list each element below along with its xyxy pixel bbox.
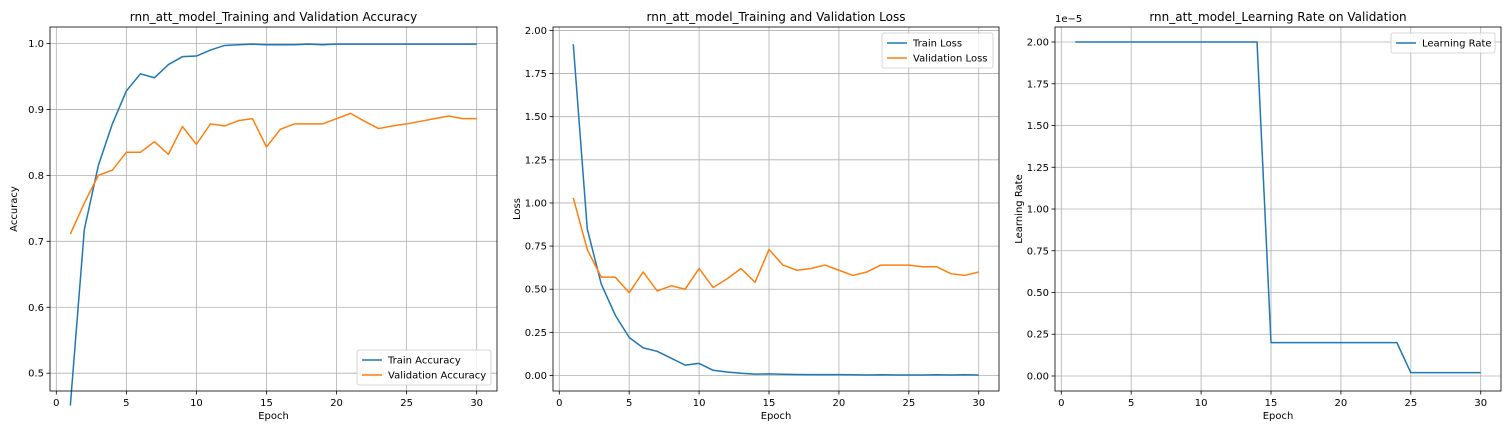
axes-frame [552,26,1000,392]
legend-label: Validation Accuracy [388,371,486,382]
x-tick-label: 20 [833,398,846,409]
x-tick-label: 15 [1265,398,1278,409]
chart-title: rnn_att_model_Training and Validation Ac… [130,10,417,24]
legend-box [881,32,994,69]
y-tick-label: 0.00 [525,371,547,382]
series-line-train-loss [572,44,979,376]
x-tick-label: 25 [400,398,413,409]
legend-label: Train Accuracy [387,356,461,367]
legend: Train Loss Validation Loss [881,32,994,69]
x-tick-label: 15 [260,398,273,409]
y-tick-label: 0.6 [28,303,44,314]
y-axis-label: Loss [512,198,523,220]
y-tick-label: 1.50 [525,112,547,123]
series-line-train-accuracy [69,43,477,406]
x-tick-label: 0 [53,398,59,409]
x-tick-label: 10 [1195,398,1208,409]
x-tick-label: 25 [1404,398,1417,409]
chart-title: rnn_att_model_Learning Rate on Validatio… [1149,10,1406,24]
series-line-learning-rate [1075,41,1481,374]
y-tick-label: 1.75 [525,69,547,80]
legend-box [356,349,492,386]
y-tick-label: 0.7 [28,237,44,248]
x-tick-label: 10 [693,398,706,409]
y-offset-label: 1e−5 [1055,14,1082,25]
legend-box [1390,32,1496,54]
axes-frame [49,26,498,392]
plot-area [553,27,999,391]
x-tick-label: 5 [626,398,632,409]
x-tick-label: 30 [470,398,483,409]
series-line-validation-accuracy [69,112,477,235]
legend: Train Accuracy Validation Accuracy [356,349,492,386]
y-tick-label: 1.00 [1027,205,1049,216]
x-tick-label: 25 [902,398,915,409]
y-tick-label: 0.9 [28,105,44,116]
x-axis-label: Epoch [1263,411,1294,422]
x-tick-label: 0 [556,398,562,409]
series-line-validation-loss [572,197,979,294]
x-tick-label: 30 [972,398,985,409]
y-tick-label: 0.25 [1027,330,1049,341]
x-axis-label: Epoch [761,411,792,422]
x-tick-label: 0 [1058,398,1064,409]
legend-label: Validation Loss [913,54,988,65]
y-axis-label: Accuracy [9,186,20,232]
y-tick-label: 1.25 [1027,163,1049,174]
x-tick-label: 20 [330,398,343,409]
x-tick-label: 5 [1128,398,1134,409]
y-tick-label: 0.50 [1027,288,1049,299]
y-tick-label: 0.25 [525,328,547,339]
chart-title: rnn_att_model_Training and Validation Lo… [646,10,905,24]
legend-label: Learning Rate [1422,39,1492,50]
y-tick-label: 1.75 [1027,79,1049,90]
y-tick-label: 0.8 [28,171,44,182]
subplot-1: 0 5 10 15 20 25 30 0.00 0.25 0.50 0.75 1.00 1.25 1.50… [512,10,1000,422]
x-tick-label: 15 [763,398,776,409]
y-tick-label: 1.25 [525,155,547,166]
legend-label: Train Loss [912,39,962,50]
x-tick-label: 30 [1474,398,1487,409]
plot-area [50,27,497,391]
y-tick-label: 0.75 [525,242,547,253]
y-tick-label: 1.0 [28,39,44,50]
y-tick-label: 2.00 [525,26,547,37]
subplot-0: 0 5 10 15 20 25 30 0.5 0.6 0.7 0.8 0.9 1.0 rnn_att_mo… [9,10,498,422]
x-tick-label: 5 [123,398,129,409]
x-tick-label: 10 [190,398,203,409]
x-tick-label: 20 [1335,398,1348,409]
y-tick-label: 0.00 [1027,371,1049,382]
y-tick-label: 0.50 [525,285,547,296]
y-tick-label: 1.50 [1027,121,1049,132]
legend: Learning Rate [1390,32,1496,54]
subplot-2: 0 5 10 15 20 25 30 0.00 0.25 0.50 0.75 1.00 1.25 1.50… [1014,10,1502,422]
x-axis-label: Epoch [258,411,289,422]
y-tick-label: 0.5 [28,369,44,380]
y-tick-label: 2.00 [1027,38,1049,49]
y-tick-label: 0.75 [1027,246,1049,257]
y-axis-label: Learning Rate [1014,174,1025,244]
y-tick-label: 1.00 [525,198,547,209]
